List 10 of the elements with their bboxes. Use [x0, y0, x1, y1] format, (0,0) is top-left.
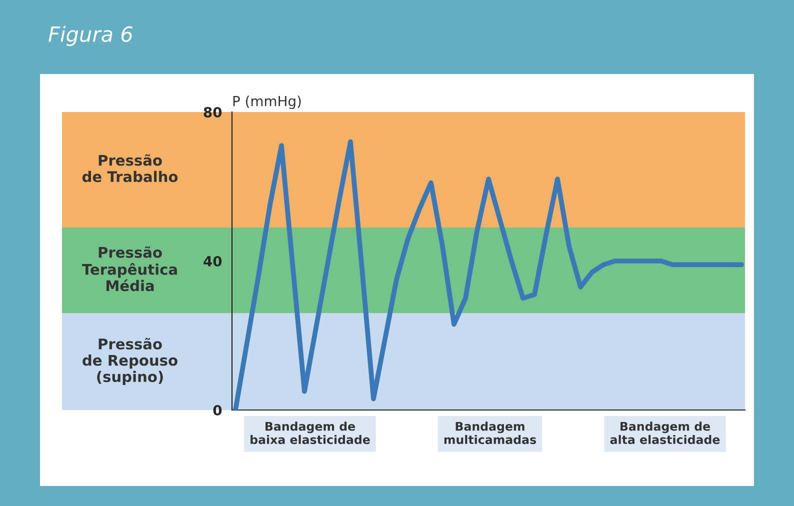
y-tick-label: 40	[204, 256, 222, 266]
text: Bandagem de baixa elasticidade	[250, 422, 370, 444]
chart-title: Figura 6	[48, 26, 132, 46]
band-label: Pressão Terapêutica Média	[82, 246, 177, 292]
band-label: Pressão de Trabalho	[82, 154, 178, 182]
y-tick-label: 0	[213, 404, 222, 416]
text: Bandagem de alta elasticidade	[610, 422, 720, 444]
text: Bandagem multicamadas	[444, 422, 536, 444]
band-label: Pressão de Repouso (supino)	[82, 338, 178, 385]
y-axis-title: P (mmHg)	[233, 96, 301, 110]
